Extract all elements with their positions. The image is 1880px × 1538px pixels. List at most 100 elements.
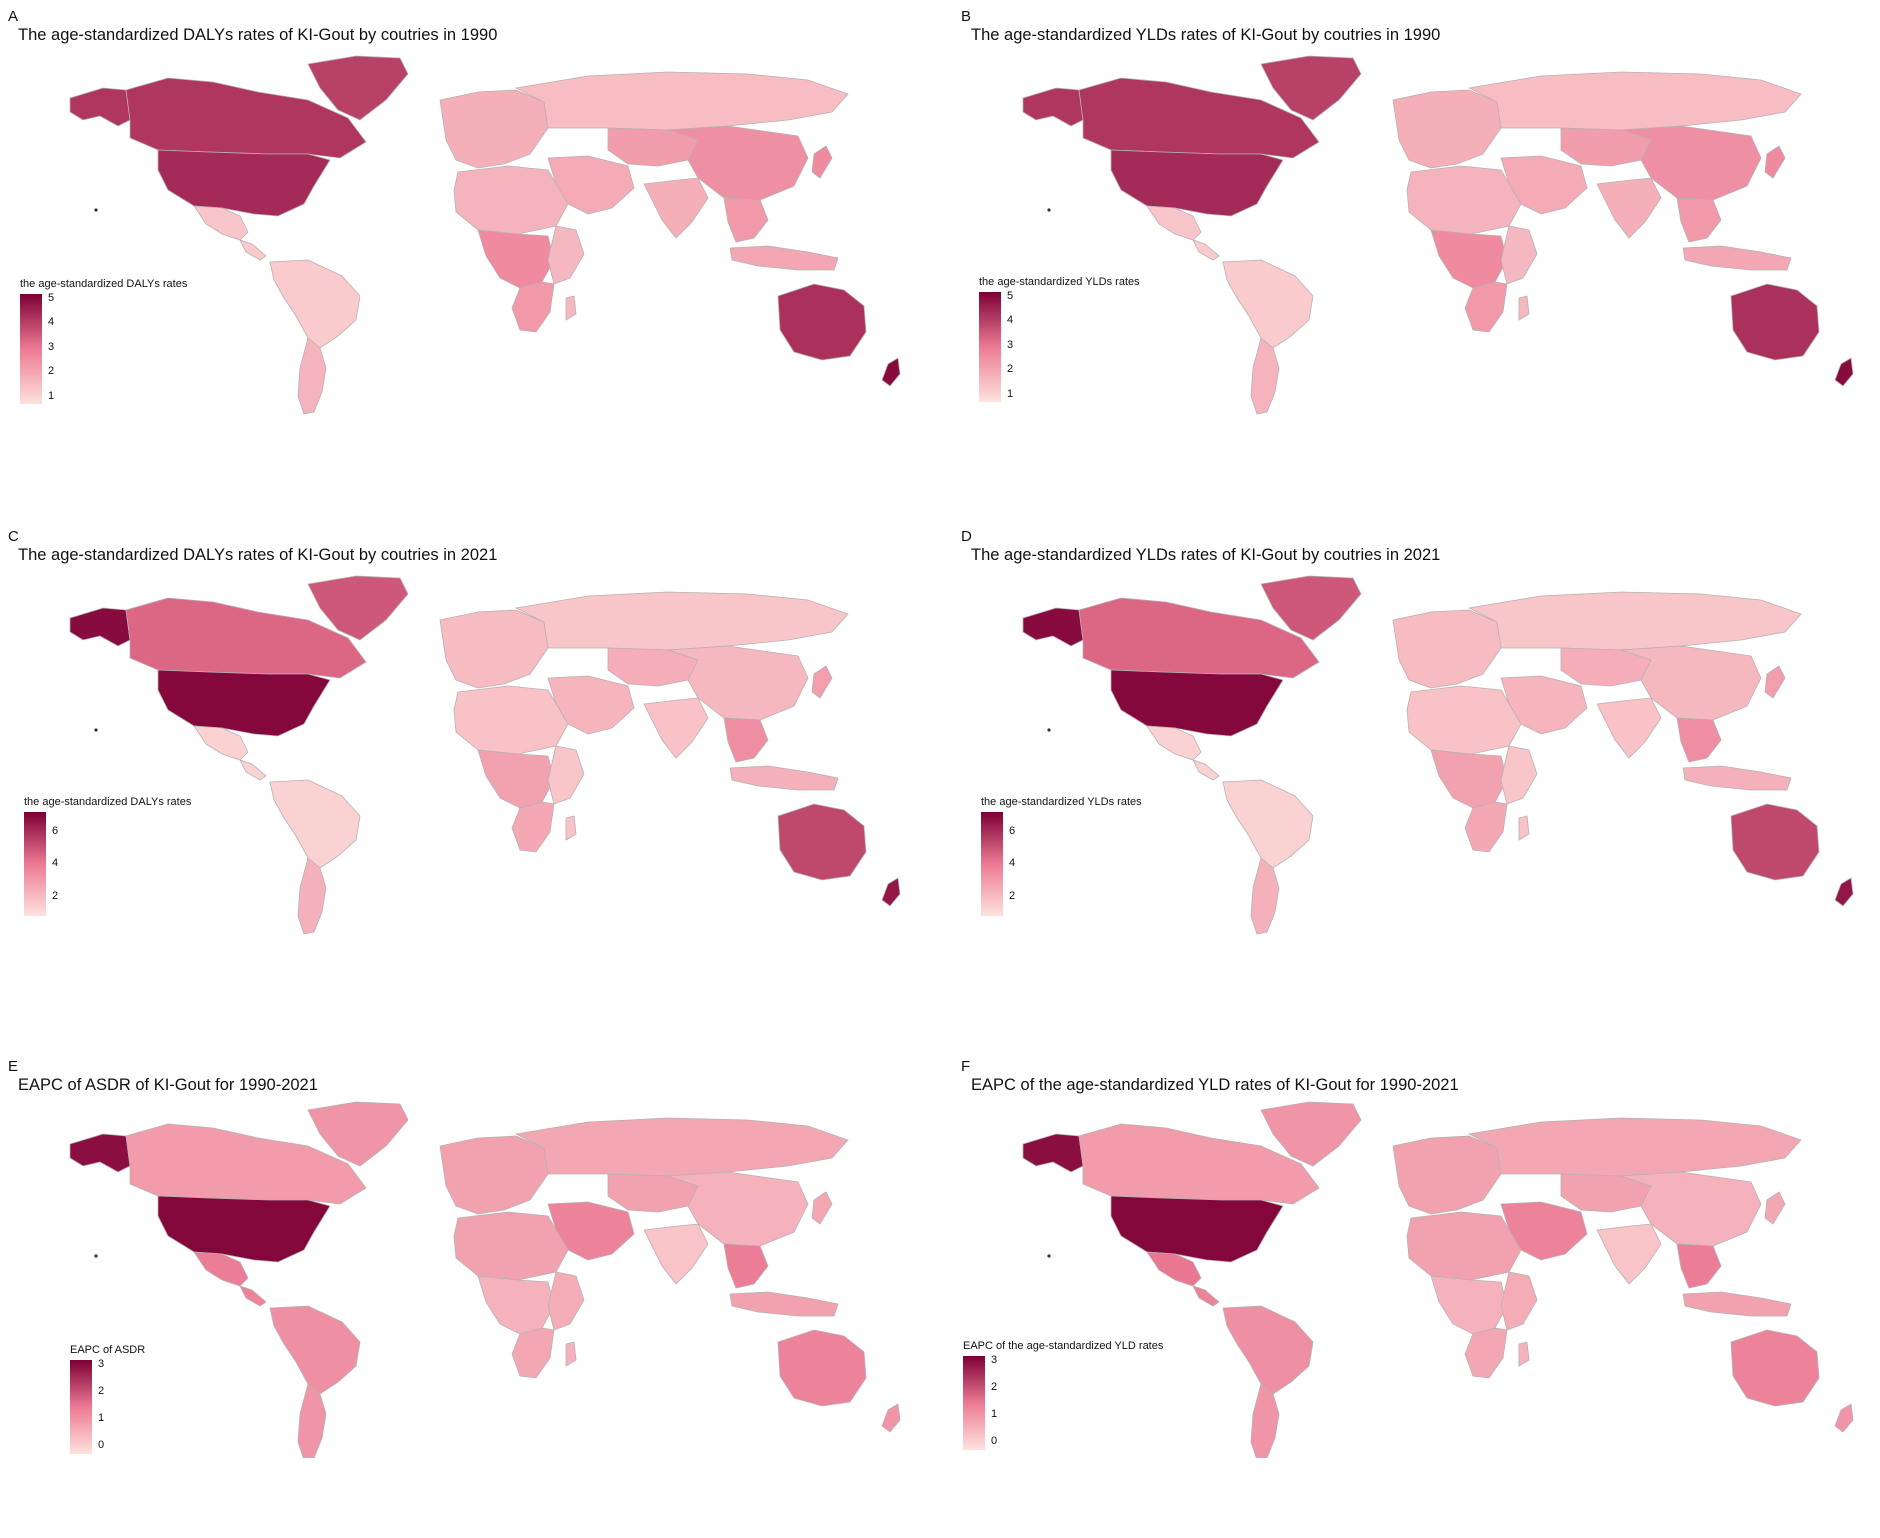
region-madagascar xyxy=(1518,295,1530,321)
region-new-zealand xyxy=(881,1403,901,1433)
region-indonesia xyxy=(729,765,839,791)
hawaii-dot xyxy=(1047,1254,1051,1258)
region-central-america xyxy=(239,239,267,261)
panel-title: EAPC of the age-standardized YLD rates o… xyxy=(971,1076,1459,1094)
map-regions xyxy=(69,575,901,935)
region-southeast-asia xyxy=(723,1243,769,1289)
legend-title: EAPC of the age-standardized YLD rates xyxy=(963,1340,1164,1352)
region-southeast-asia xyxy=(723,197,769,243)
region-usa xyxy=(157,149,331,217)
region-argentina xyxy=(297,1383,327,1458)
legend-tick-label: 4 xyxy=(48,316,55,329)
region-india xyxy=(643,697,709,759)
hawaii-dot xyxy=(1047,728,1051,732)
region-south-america xyxy=(269,1305,361,1395)
region-usa xyxy=(157,669,331,737)
region-canada xyxy=(1078,597,1320,679)
region-north-africa xyxy=(1406,1211,1522,1281)
region-south-america xyxy=(269,259,361,349)
region-north-africa xyxy=(1406,165,1522,235)
region-usa xyxy=(1110,149,1284,217)
legend-tick-label: 2 xyxy=(98,1385,105,1398)
legend-tick-label: 3 xyxy=(1007,338,1014,351)
region-central-africa xyxy=(1430,229,1508,289)
region-europe xyxy=(439,1135,549,1215)
legend-tick-label: 2 xyxy=(52,889,59,902)
region-europe xyxy=(439,609,549,689)
region-alaska xyxy=(69,607,131,647)
panel-b: B The age-standardized YLDs rates of KI-… xyxy=(961,8,1880,488)
legend-title: EAPC of ASDR xyxy=(70,1344,146,1356)
region-central-america xyxy=(239,1285,267,1307)
legend-colorbar xyxy=(20,294,42,404)
region-east-africa xyxy=(547,745,585,805)
legend-colorbar xyxy=(979,292,1001,402)
region-europe xyxy=(1392,609,1502,689)
region-canada xyxy=(125,77,367,159)
region-indonesia xyxy=(1682,245,1792,271)
legend-colorbar xyxy=(963,1356,985,1450)
panel-title: EAPC of ASDR of KI-Gout for 1990-2021 xyxy=(18,1076,318,1094)
legend-tick-label: 4 xyxy=(1009,857,1016,869)
region-east-africa xyxy=(1500,1271,1538,1331)
region-madagascar xyxy=(1518,1341,1530,1367)
region-australia xyxy=(777,283,867,361)
panel-title: The age-standardized DALYs rates of KI-G… xyxy=(18,26,498,44)
region-argentina xyxy=(1250,1383,1280,1458)
legend-colorbar xyxy=(981,812,1003,916)
region-usa xyxy=(1110,1195,1284,1263)
region-east-africa xyxy=(547,225,585,285)
region-south-america xyxy=(1222,779,1314,869)
region-new-zealand xyxy=(1834,1403,1854,1433)
region-russia xyxy=(1467,71,1802,131)
legend-tick-label: 6 xyxy=(52,824,59,837)
region-madagascar xyxy=(565,295,577,321)
world-map xyxy=(69,575,901,935)
region-new-zealand xyxy=(1834,357,1854,387)
region-southern-africa xyxy=(511,281,555,333)
region-russia xyxy=(1467,1117,1802,1177)
region-canada xyxy=(125,1123,367,1205)
region-mexico xyxy=(1146,1251,1202,1287)
region-south-america xyxy=(1222,1305,1314,1395)
panel-letter: A xyxy=(8,8,19,25)
region-usa xyxy=(1110,669,1284,737)
legend-tick-label: 2 xyxy=(1007,363,1014,376)
region-indonesia xyxy=(1682,765,1792,791)
region-southeast-asia xyxy=(1676,717,1722,763)
legend-tick-label: 4 xyxy=(1007,314,1014,327)
region-southern-africa xyxy=(511,1327,555,1379)
region-greenland xyxy=(307,575,409,641)
legend-tick-label: 5 xyxy=(1007,289,1014,302)
panel-letter: E xyxy=(8,1058,19,1075)
region-russia xyxy=(514,1117,849,1177)
region-alaska xyxy=(69,87,131,127)
region-new-zealand xyxy=(881,877,901,907)
region-argentina xyxy=(1250,857,1280,935)
region-canada xyxy=(1078,77,1320,159)
region-east-africa xyxy=(547,1271,585,1331)
region-australia xyxy=(1730,1329,1820,1407)
legend-tick-label: 2 xyxy=(1009,889,1016,902)
panel-a: A The age-standardized DALYs rates of KI… xyxy=(8,8,938,488)
legend-colorbar xyxy=(24,812,46,916)
legend-tick-label: 1 xyxy=(98,1412,105,1425)
region-mexico xyxy=(193,1251,249,1287)
region-southeast-asia xyxy=(723,717,769,763)
legend-tick-label: 0 xyxy=(98,1438,105,1451)
region-europe xyxy=(1392,89,1502,169)
region-southern-africa xyxy=(1464,281,1508,333)
region-greenland xyxy=(1260,575,1362,641)
region-southern-africa xyxy=(511,801,555,853)
region-madagascar xyxy=(1518,815,1530,841)
region-southeast-asia xyxy=(1676,1243,1722,1289)
hawaii-dot xyxy=(94,728,98,732)
region-indonesia xyxy=(729,245,839,271)
panel-letter: C xyxy=(8,528,19,545)
legend-title: the age-standardized DALYs rates xyxy=(24,796,192,808)
panel-e: E EAPC of ASDR of KI-Gout for 1990-2021 … xyxy=(8,1058,938,1538)
region-indonesia xyxy=(1682,1291,1792,1317)
region-argentina xyxy=(297,337,327,415)
region-japan xyxy=(1764,665,1786,699)
legend-tick-label: 1 xyxy=(991,1408,998,1421)
